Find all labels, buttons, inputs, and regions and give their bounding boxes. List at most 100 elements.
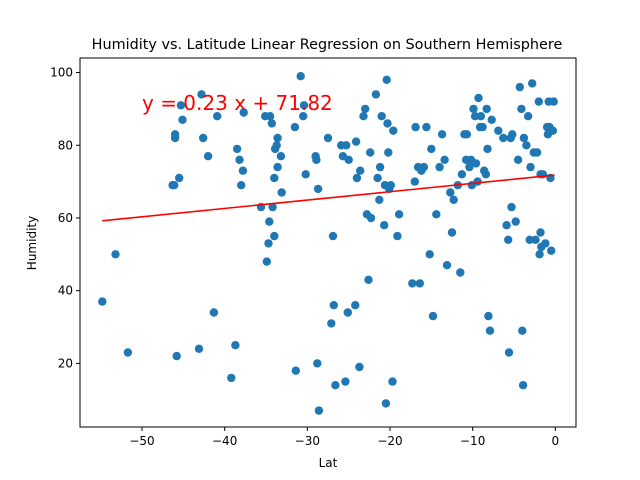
data-point-22: [238, 166, 248, 175]
data-point-143: [515, 82, 524, 92]
data-point-48: [313, 359, 322, 368]
data-point-127: [481, 170, 491, 179]
data-point-67: [359, 112, 368, 121]
data-point-97: [422, 122, 431, 132]
data-point-122: [474, 93, 483, 103]
data-point-125: [478, 122, 487, 132]
data-point-72: [366, 213, 376, 223]
data-point-119: [470, 112, 480, 121]
data-point-88: [393, 231, 402, 241]
data-point-96: [419, 162, 429, 172]
data-point-33: [270, 231, 279, 241]
data-point-70: [364, 275, 373, 284]
data-point-137: [504, 348, 514, 357]
data-point-43: [299, 112, 308, 121]
data-point-158: [536, 228, 545, 237]
data-point-47: [312, 155, 321, 164]
data-point-115: [465, 162, 474, 172]
data-point-102: [435, 162, 444, 172]
data-point-49: [313, 184, 323, 194]
data-point-76: [375, 162, 385, 172]
data-point-37: [273, 133, 282, 143]
data-point-121: [473, 177, 482, 186]
data-point-170: [549, 97, 558, 106]
data-point-132: [487, 115, 496, 125]
data-point-146: [518, 381, 528, 390]
data-point-105: [442, 261, 452, 270]
data-point-140: [508, 130, 517, 139]
x-axis-label: Lat: [319, 456, 338, 470]
data-point-107: [447, 228, 457, 237]
data-point-90: [408, 279, 417, 288]
data-point-136: [504, 235, 513, 244]
data-point-145: [518, 326, 527, 335]
data-point-92: [411, 122, 420, 132]
x-tick-label: −20: [377, 434, 402, 448]
axis-ticks: −50 −40 −30 −20 −10 0 20 40 60 80 100: [50, 66, 559, 448]
data-point-74: [373, 173, 382, 183]
data-point-80: [381, 399, 391, 408]
data-point-10: [178, 115, 187, 125]
data-point-6: [170, 133, 180, 143]
data-point-60: [343, 308, 352, 317]
data-point-35: [272, 141, 281, 150]
data-point-83: [384, 148, 393, 157]
data-point-20: [235, 155, 244, 164]
data-point-9: [176, 101, 186, 110]
data-point-23: [239, 108, 248, 117]
data-point-85: [386, 181, 395, 190]
data-point-154: [531, 235, 540, 244]
data-point-31: [268, 202, 277, 212]
data-point-12: [197, 90, 206, 99]
data-point-131: [485, 326, 495, 335]
data-point-124: [476, 112, 486, 121]
y-tick-label: 80: [58, 138, 73, 152]
data-point-94: [415, 279, 424, 288]
data-point-82: [383, 119, 392, 128]
data-point-108: [449, 195, 458, 204]
data-point-135: [502, 221, 511, 230]
y-tick-label: 60: [58, 211, 73, 225]
data-point-168: [547, 246, 556, 255]
data-point-101: [432, 210, 441, 219]
data-point-39: [277, 188, 286, 197]
scatter-points: [98, 72, 558, 415]
data-point-21: [237, 181, 246, 190]
data-point-104: [440, 155, 449, 164]
data-point-51: [323, 133, 333, 143]
y-tick-label: 40: [58, 284, 73, 298]
data-point-169: [548, 126, 558, 135]
x-tick-label: −50: [129, 434, 154, 448]
data-point-103: [437, 130, 447, 139]
data-point-68: [361, 104, 370, 114]
data-point-8: [175, 173, 184, 183]
data-point-55: [331, 381, 340, 390]
x-tick-label: −30: [295, 434, 320, 448]
data-point-29: [265, 112, 275, 121]
data-point-162: [541, 239, 550, 248]
data-point-71: [366, 148, 375, 157]
data-point-156: [534, 97, 543, 106]
data-point-130: [484, 311, 493, 321]
data-point-27: [264, 239, 273, 248]
y-axis-label: Humidity: [25, 216, 39, 270]
data-point-77: [377, 112, 386, 121]
x-tick-label: −10: [460, 434, 485, 448]
data-point-41: [291, 366, 300, 375]
data-point-91: [410, 177, 419, 186]
data-point-50: [314, 406, 324, 415]
data-point-144: [517, 104, 526, 114]
data-point-28: [265, 217, 274, 226]
data-point-59: [342, 141, 351, 150]
data-point-15: [209, 308, 219, 317]
data-point-66: [356, 166, 365, 175]
x-tick-label: 0: [552, 434, 560, 448]
data-point-30: [267, 119, 276, 128]
data-point-65: [355, 362, 364, 372]
data-point-19: [232, 144, 242, 154]
regression-line-layer: [102, 174, 555, 222]
y-tick-label: 100: [50, 66, 73, 80]
data-point-61: [344, 155, 353, 164]
data-point-86: [388, 377, 397, 386]
data-point-42: [296, 72, 305, 81]
